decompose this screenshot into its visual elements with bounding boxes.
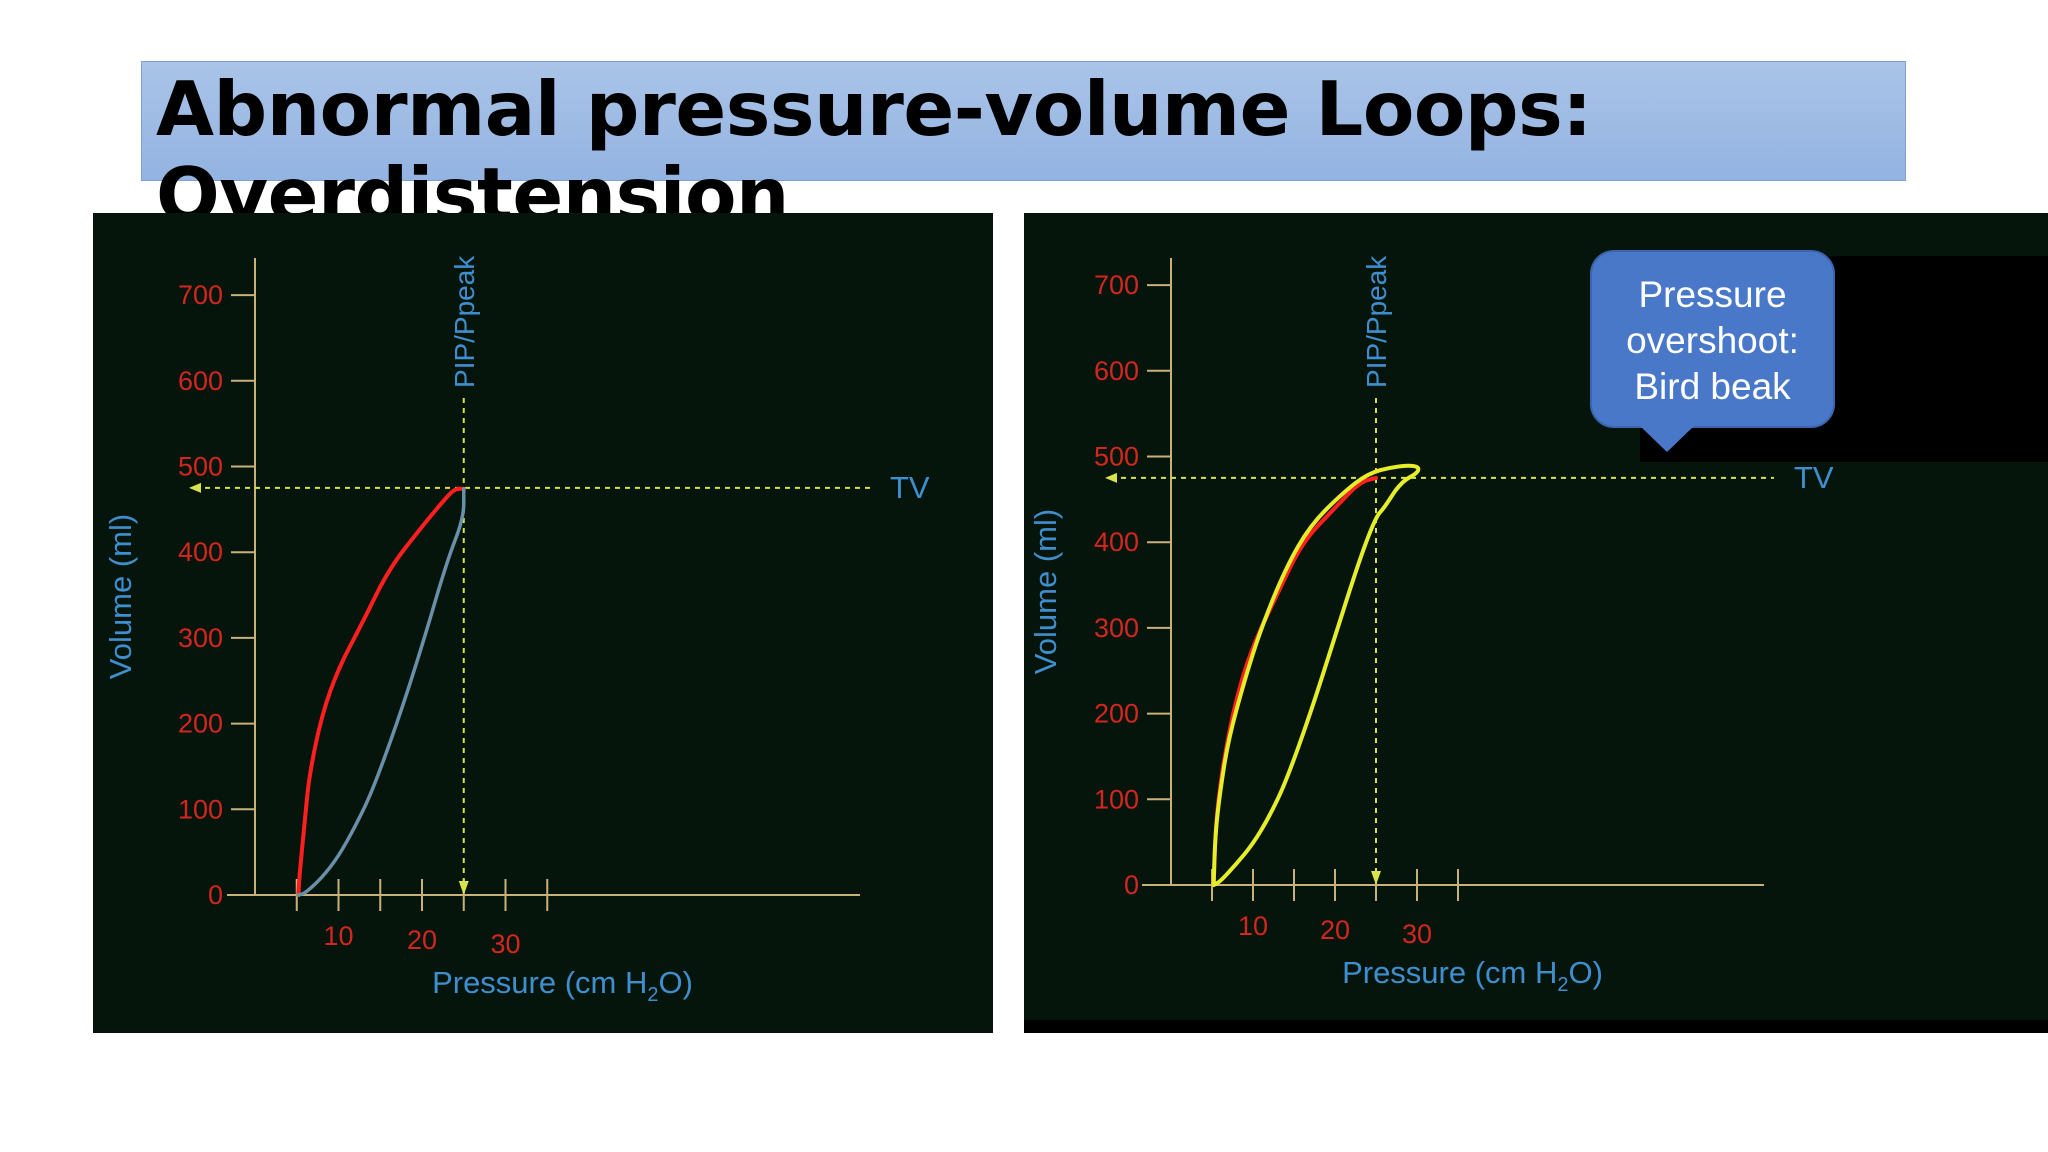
y-tick-label: 300 xyxy=(1094,613,1139,643)
y-tick-label: 700 xyxy=(178,280,223,310)
pip-arrowhead xyxy=(458,881,469,895)
y-tick-label: 100 xyxy=(178,794,223,824)
x-tick-label: 30 xyxy=(490,929,520,959)
y-axis-title: Volume (ml) xyxy=(103,514,138,679)
pip-label: PIP/Ppeak xyxy=(449,255,480,388)
x-axis-title: Pressure (cm H2O) xyxy=(1342,955,1603,996)
y-tick-label: 700 xyxy=(1094,270,1139,300)
chart-left: 0 100 200 300 400 500 600 700 10 20 30 Pressure (cm… xyxy=(103,255,930,1006)
slide-title: Abnormal pressure-volume Loops: Overdist… xyxy=(156,65,1592,239)
tv-arrowhead xyxy=(189,482,201,493)
x-axis-title: Pressure (cm H2O) xyxy=(432,965,693,1006)
y-tick-label: 600 xyxy=(1094,356,1139,386)
x-tick-label: 10 xyxy=(1238,911,1268,941)
y-tick-label: 500 xyxy=(178,452,223,482)
y-tick-label: 600 xyxy=(178,366,223,396)
chart-panel-left: 0 100 200 300 400 500 600 700 10 20 30 Pressure (cm… xyxy=(93,213,993,1033)
y-tick-label: 400 xyxy=(1094,527,1139,557)
y-tick-label: 0 xyxy=(208,880,223,910)
callout-bird-beak: Pressure overshoot: Bird beak xyxy=(1590,250,1835,428)
y-tick-label: 100 xyxy=(1094,784,1139,814)
title-bar xyxy=(141,61,1906,181)
tv-label: TV xyxy=(890,470,930,505)
tv-label: TV xyxy=(1794,460,1834,495)
x-tick-label: 20 xyxy=(407,925,437,955)
y-tick-label: 300 xyxy=(178,623,223,653)
chart-right: 0 100 200 300 400 500 600 700 10 20 30 Pressure (cm… xyxy=(1028,255,1834,996)
tv-arrowhead xyxy=(1105,472,1117,483)
y-axis-title: Volume (ml) xyxy=(1028,509,1063,674)
x-tick-label: 10 xyxy=(323,921,353,951)
x-tick-label: 20 xyxy=(1320,915,1350,945)
y-tick-label: 200 xyxy=(178,709,223,739)
callout-line-3: Bird beak xyxy=(1634,366,1791,407)
series-overdistension-loop-line xyxy=(1211,463,1421,887)
y-tick-label: 400 xyxy=(178,537,223,567)
panel-bottom-bar xyxy=(1024,1020,2048,1033)
y-tick-label: 0 xyxy=(1124,870,1139,900)
y-tick-label: 200 xyxy=(1094,699,1139,729)
series-expiration-line xyxy=(296,487,466,897)
series-inspiration-line xyxy=(296,486,466,897)
callout-line-1: Pressure xyxy=(1638,274,1787,315)
y-tick-label: 500 xyxy=(1094,442,1139,472)
x-tick-label: 30 xyxy=(1402,919,1432,949)
callout-line-2: overshoot: xyxy=(1626,320,1799,361)
pip-arrowhead xyxy=(1371,871,1381,885)
callout-tail xyxy=(1640,426,1694,452)
pip-label: PIP/Ppeak xyxy=(1361,255,1392,388)
series-inspiration-line xyxy=(1211,475,1378,887)
